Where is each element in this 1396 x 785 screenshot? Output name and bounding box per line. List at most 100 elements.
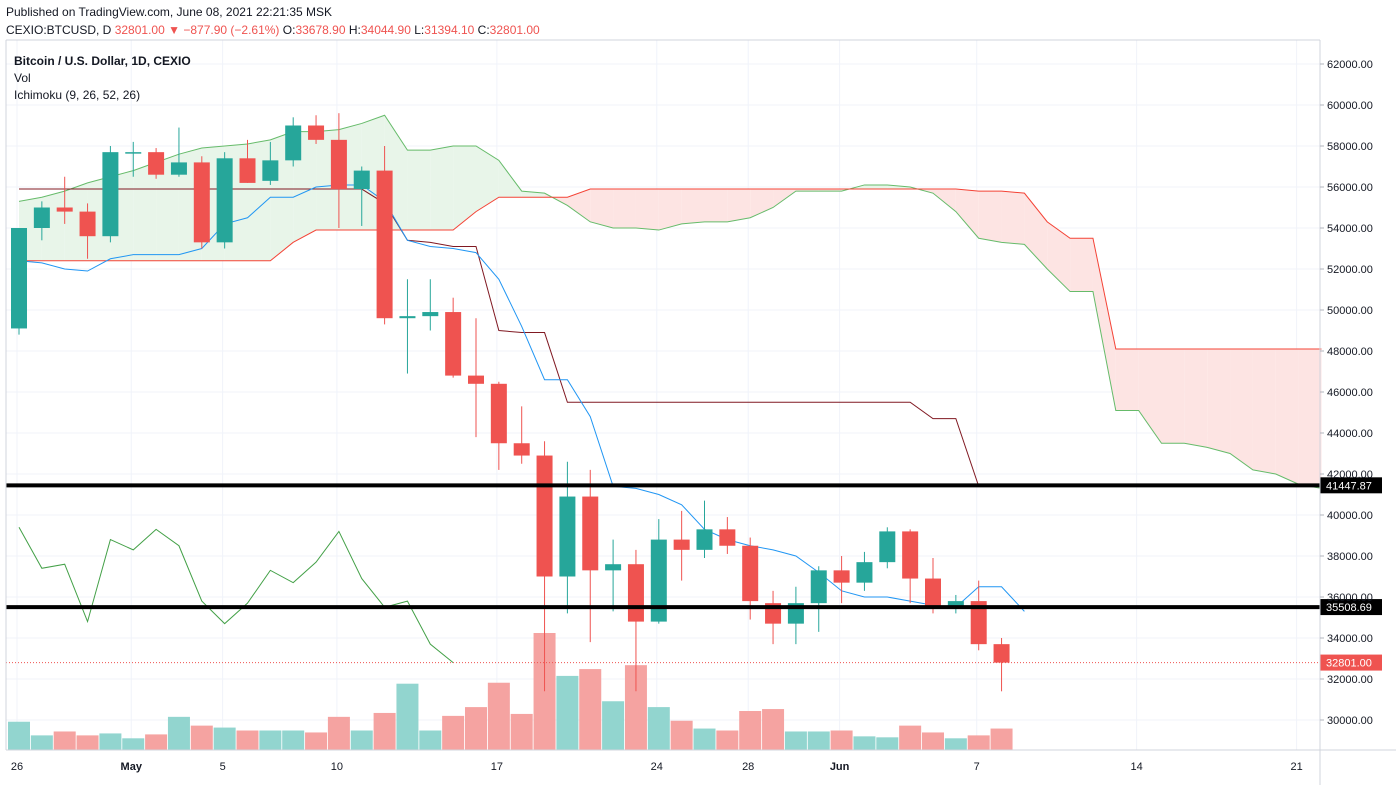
- y-tick-label: 52000.00: [1327, 264, 1373, 276]
- cloud-segment: [1207, 348, 1231, 454]
- y-tick-label: 38000.00: [1327, 551, 1373, 563]
- candle-body: [262, 160, 279, 181]
- candle-body: [11, 228, 27, 329]
- volume-bar: [145, 734, 168, 750]
- legend-title[interactable]: Bitcoin / U.S. Dollar, 1D, CEXIO: [14, 54, 191, 68]
- level-price-label: 35508.69: [1326, 602, 1372, 614]
- x-tick-label: 7: [974, 761, 980, 773]
- candle-body: [902, 531, 919, 579]
- candle-body: [445, 312, 462, 376]
- volume-bar: [167, 716, 190, 750]
- volume-bar: [53, 731, 76, 750]
- candle-body: [513, 443, 530, 456]
- candle-body: [559, 496, 576, 577]
- close-value: 32801.00: [489, 23, 540, 37]
- cloud-segment: [681, 189, 705, 224]
- low-value: 31394.10: [424, 23, 475, 37]
- cloud-segment: [1024, 193, 1048, 269]
- cloud-segment: [704, 189, 728, 222]
- close-label: C:: [477, 23, 490, 37]
- candle-body: [376, 170, 393, 319]
- volume-bar: [807, 731, 830, 750]
- cloud-segment: [1138, 348, 1162, 444]
- candle-body: [627, 564, 644, 622]
- candle-body: [308, 125, 325, 140]
- y-tick-label: 62000.00: [1327, 59, 1373, 71]
- cloud-segment: [590, 189, 614, 228]
- last-price: 32801.00: [114, 23, 165, 37]
- published-note: Published on TradingView.com, June 08, 2…: [6, 5, 332, 19]
- volume-bar: [236, 730, 259, 750]
- y-tick-label: 46000.00: [1327, 387, 1373, 399]
- candle-body: [879, 531, 896, 563]
- x-tick-label: 14: [1131, 761, 1143, 773]
- legend-ichimoku[interactable]: Ichimoku (9, 26, 52, 26): [14, 88, 141, 102]
- price-change: −877.90 (−2.61%): [183, 23, 280, 37]
- y-tick-label: 48000.00: [1327, 346, 1373, 358]
- y-tick-label: 56000.00: [1327, 182, 1373, 194]
- cloud-segment: [933, 189, 956, 212]
- cloud-segment: [1070, 238, 1093, 292]
- y-tick-label: 50000.00: [1327, 305, 1373, 317]
- base-line: [19, 188, 1002, 487]
- legend-volume[interactable]: Vol: [14, 71, 31, 85]
- volume-bar: [784, 731, 807, 750]
- open-value: 33678.90: [295, 23, 346, 37]
- candle-body: [422, 312, 439, 317]
- y-tick-label: 44000.00: [1327, 428, 1373, 440]
- cloud-segment: [613, 189, 636, 228]
- x-tick-label: 21: [1290, 761, 1302, 773]
- volume-bar: [305, 732, 328, 750]
- volume-bar: [556, 675, 579, 750]
- candle-body: [582, 496, 599, 571]
- volume-bar: [830, 730, 853, 750]
- candle-body: [742, 545, 759, 602]
- cloud-segment: [887, 184, 911, 190]
- volume-bar: [465, 707, 487, 750]
- volume-bar: [990, 728, 1013, 750]
- candle-body: [696, 529, 713, 550]
- volume-bar: [739, 711, 762, 750]
- cloud-segment: [1161, 348, 1185, 444]
- candles: [11, 113, 1010, 692]
- x-tick-label: 17: [491, 761, 503, 773]
- candle-body: [719, 529, 736, 546]
- cloud-segment: [750, 189, 774, 218]
- candle-body: [148, 152, 165, 175]
- volume-bar: [762, 709, 785, 750]
- y-tick-label: 40000.00: [1327, 510, 1373, 522]
- candle-body: [285, 125, 302, 161]
- volume-bar: [899, 725, 922, 750]
- cloud-segment: [1252, 348, 1276, 474]
- low-label: L:: [414, 23, 425, 37]
- volume-bar: [967, 735, 990, 750]
- volume-bar: [853, 736, 876, 750]
- y-tick-label: 30000.00: [1327, 715, 1373, 727]
- x-tick-label: 24: [651, 761, 663, 773]
- last-price-tag: [1320, 654, 1382, 671]
- leading-span-b-line: [19, 188, 1322, 350]
- candle-body: [856, 562, 873, 583]
- cloud-segment: [818, 189, 842, 192]
- candle-body: [79, 211, 96, 237]
- volume-bar: [693, 728, 716, 750]
- volume-bar: [624, 665, 647, 750]
- candle-body: [536, 455, 553, 577]
- cloud-segment: [476, 146, 499, 212]
- x-tick-label: Jun: [830, 761, 850, 773]
- volume-bar: [327, 716, 350, 750]
- leading-span-a-line: [18, 114, 1322, 489]
- candle-body: [970, 601, 987, 645]
- cloud-segment: [658, 189, 682, 231]
- candle-body: [399, 316, 416, 319]
- volume-bar: [716, 730, 739, 750]
- y-tick-label: 42000.00: [1327, 469, 1373, 481]
- candle-body: [102, 152, 119, 237]
- candle-body: [650, 539, 667, 622]
- cloud-segment: [498, 160, 522, 198]
- cloud-segment: [430, 146, 454, 231]
- volume-bar: [350, 730, 373, 750]
- volume-bar: [944, 738, 967, 750]
- cloud-segment: [407, 150, 431, 231]
